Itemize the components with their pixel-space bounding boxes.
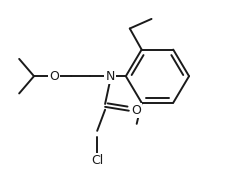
Text: N: N xyxy=(105,70,115,83)
Text: O: O xyxy=(131,104,141,117)
Text: Cl: Cl xyxy=(91,154,103,167)
Text: O: O xyxy=(49,70,59,83)
